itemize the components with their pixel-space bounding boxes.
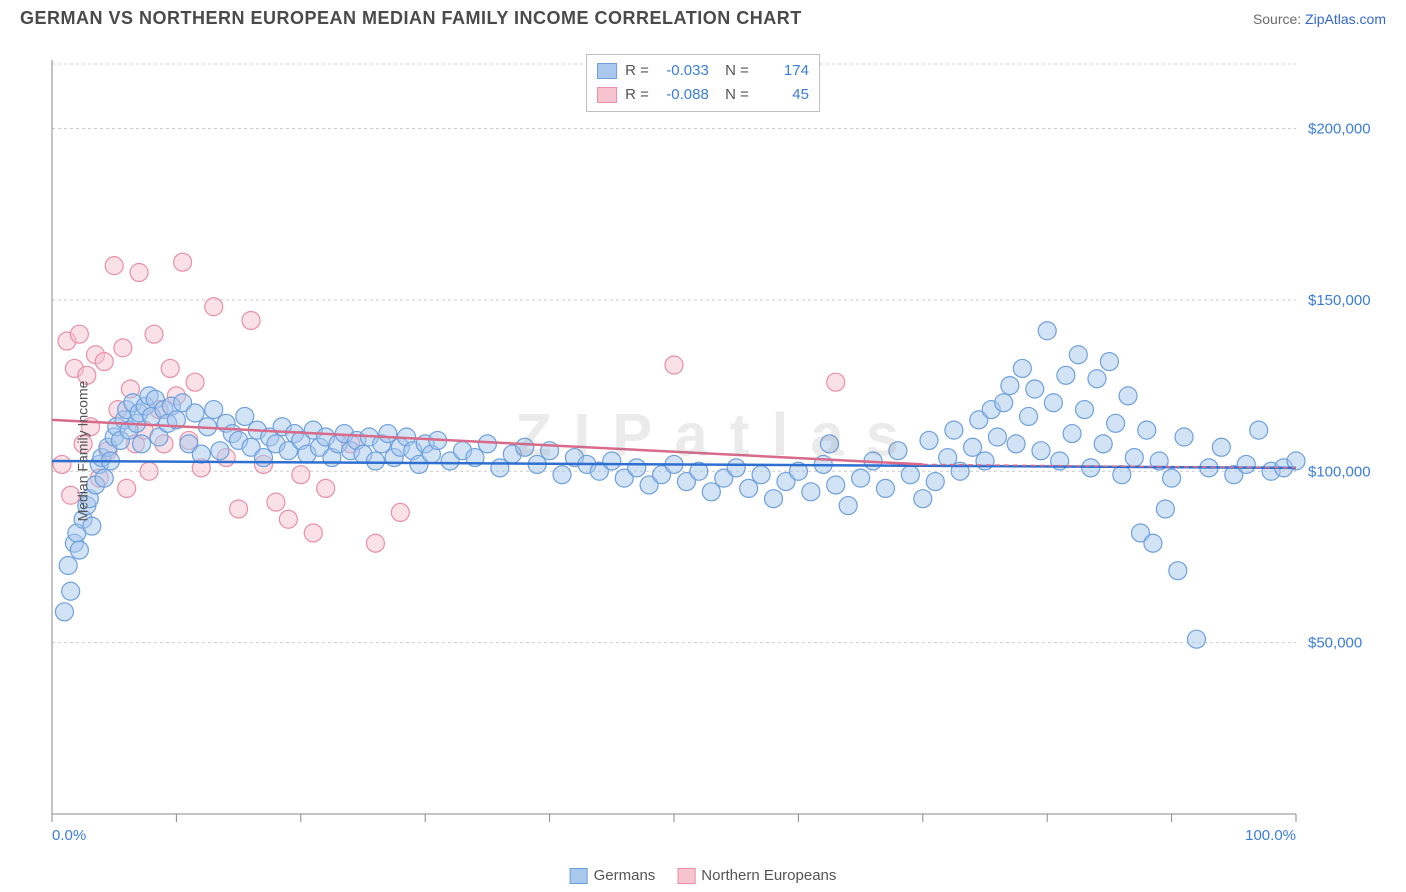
series-legend: Germans Northern Europeans [570,867,837,884]
legend-label: Germans [594,867,656,884]
svg-text:$200,000: $200,000 [1308,121,1371,138]
svg-text:$100,000: $100,000 [1308,463,1371,480]
legend-swatch [570,868,588,884]
svg-text:100.0%: 100.0% [1245,827,1296,844]
chart-header: GERMAN VS NORTHERN EUROPEAN MEDIAN FAMIL… [0,0,1406,33]
correlation-legend: R = -0.033 N = 174 R = -0.088 N = 45 [586,54,820,112]
legend-row-northern: R = -0.088 N = 45 [597,83,809,107]
source-link[interactable]: ZipAtlas.com [1305,11,1386,27]
legend-r-label: R = [625,59,649,83]
chart-area: Median Family Income $50,000 $100,000 $150… [50,50,1386,852]
legend-r-value: -0.088 [657,83,709,107]
legend-swatch [597,63,617,79]
legend-r-value: -0.033 [657,59,709,83]
legend-n-value: 174 [757,59,809,83]
legend-swatch [677,868,695,884]
chart-title: GERMAN VS NORTHERN EUROPEAN MEDIAN FAMIL… [20,8,802,29]
legend-swatch [597,87,617,103]
legend-r-label: R = [625,83,649,107]
svg-text:$150,000: $150,000 [1308,292,1371,309]
legend-row-germans: R = -0.033 N = 174 [597,59,809,83]
legend-n-label: N = [717,83,749,107]
chart-source: Source: ZipAtlas.com [1253,11,1386,27]
svg-text:0.0%: 0.0% [52,827,86,844]
legend-label: Northern Europeans [701,867,836,884]
y-axis-label: Median Family Income [74,381,90,522]
scatter-plot: $50,000 $100,000 $150,000 $200,000 0.0% 100.0… [50,50,1386,852]
source-label: Source: [1253,11,1301,27]
svg-text:$50,000: $50,000 [1308,635,1362,652]
legend-item-northern: Northern Europeans [677,867,836,884]
legend-item-germans: Germans [570,867,656,884]
legend-n-label: N = [717,59,749,83]
legend-n-value: 45 [757,83,809,107]
